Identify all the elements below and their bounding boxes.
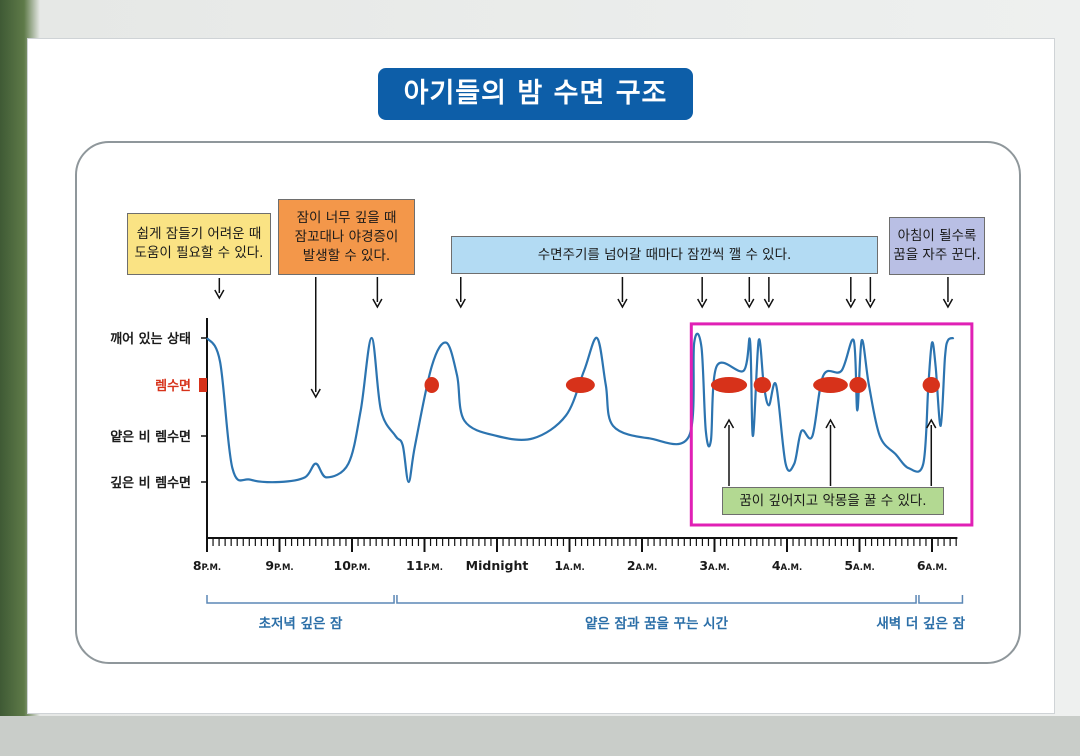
x-tick-number: 9	[265, 558, 274, 573]
x-tick-number: 10	[334, 558, 352, 573]
phase-bracket	[206, 595, 395, 604]
x-tick-suffix: P.M.	[202, 563, 222, 573]
note-nightmare: 꿈이 깊어지고 악몽을 꿀 수 있다.	[722, 487, 944, 515]
screen-bottom-edge	[0, 716, 1080, 756]
slide	[27, 38, 1055, 714]
arrow-cycle-wake-head	[865, 298, 876, 309]
x-tick-suffix: A.M.	[563, 563, 585, 573]
x-tick-suffix: A.M.	[636, 563, 658, 573]
x-tick-label: 10P.M.	[334, 558, 371, 573]
x-tick-suffix: P.M.	[423, 563, 443, 573]
note-cycle-wake: 수면주기를 넘어갈 때마다 잠깐씩 깰 수 있다.	[451, 236, 878, 274]
rem-marker	[710, 377, 748, 393]
rem-marker	[565, 377, 595, 393]
y-level-label: 깊은 비 렘수면	[110, 475, 191, 491]
arrow-cycle-wake-head	[455, 298, 466, 309]
x-tick-label: 1A.M.	[554, 558, 584, 573]
x-tick-suffix: A.M.	[853, 563, 875, 573]
x-tick-label: 3A.M.	[699, 558, 729, 573]
arrow-cycle-wake-head	[372, 298, 383, 309]
arrow-sleep-onset-head	[214, 289, 225, 300]
arrow-nightmare-head	[825, 418, 836, 429]
highlight-box	[689, 322, 974, 527]
arrow-morning-head	[942, 298, 954, 309]
rem-marker	[922, 377, 940, 393]
x-tick-label: 5A.M.	[844, 558, 874, 573]
x-tick-suffix: P.M.	[274, 563, 294, 573]
x-tick-number: 11	[406, 558, 423, 573]
arrow-cycle-wake-head	[697, 298, 708, 309]
slide-title: 아기들의 밤 수면 구조	[378, 68, 693, 120]
phase-bracket	[918, 595, 964, 604]
note-too-deep: 잠이 너무 깊을 때 잠꼬대나 야경증이 발생할 수 있다.	[278, 199, 415, 275]
rem-marker	[424, 377, 439, 393]
x-tick-suffix: A.M.	[781, 563, 803, 573]
x-tick-label: 9P.M.	[265, 558, 293, 573]
phase-label: 초저녁 깊은 잠	[259, 615, 343, 632]
x-tick-label: 4A.M.	[772, 558, 802, 573]
chart-frame	[75, 141, 1021, 664]
x-tick-number: 2	[627, 558, 636, 573]
arrow-cycle-wake-head	[763, 298, 775, 309]
x-tick-suffix: P.M.	[351, 563, 371, 573]
arrow-too-deep-head	[310, 388, 321, 399]
x-tick-number: 3	[699, 558, 708, 573]
rem-marker	[849, 377, 867, 393]
x-tick-number: 1	[554, 558, 563, 573]
phase-label: 새벽 더 깊은 잠	[876, 615, 965, 632]
note-morning: 아침이 될수록 꿈을 자주 꾼다.	[889, 217, 985, 275]
arrow-nightmare-head	[926, 418, 937, 429]
x-tick-label: 6A.M.	[917, 558, 947, 573]
x-tick-number: 8	[193, 558, 202, 573]
y-level-label: 깨어 있는 상태	[110, 331, 191, 347]
x-tick-suffix: A.M.	[926, 563, 948, 573]
arrow-cycle-wake-head	[617, 298, 628, 309]
rem-marker	[813, 377, 848, 393]
x-tick-number: Midnight	[466, 558, 529, 573]
x-tick-label: 2A.M.	[627, 558, 657, 573]
phase-label: 얕은 잠과 꿈을 꾸는 시간	[585, 615, 729, 632]
y-level-label: 렘수면	[155, 378, 191, 394]
arrow-cycle-wake-head	[845, 298, 856, 309]
note-sleep-onset: 쉽게 잠들기 어려운 때 도움이 필요할 수 있다.	[127, 213, 271, 275]
x-tick-number: 4	[772, 558, 781, 573]
x-tick-suffix: A.M.	[708, 563, 730, 573]
rem-level-swatch	[199, 378, 207, 392]
x-tick-number: 5	[844, 558, 853, 573]
phase-bracket	[396, 595, 917, 604]
y-level-label: 얕은 비 렘수면	[110, 429, 191, 445]
rem-marker	[753, 377, 772, 393]
arrow-cycle-wake-head	[744, 298, 755, 309]
x-tick-label: 11P.M.	[406, 558, 443, 573]
arrow-nightmare-head	[723, 418, 735, 429]
x-tick-label: 8P.M.	[193, 558, 221, 573]
x-tick-label: Midnight	[466, 558, 529, 573]
x-tick-number: 6	[917, 558, 926, 573]
sleep-curve	[206, 332, 955, 484]
